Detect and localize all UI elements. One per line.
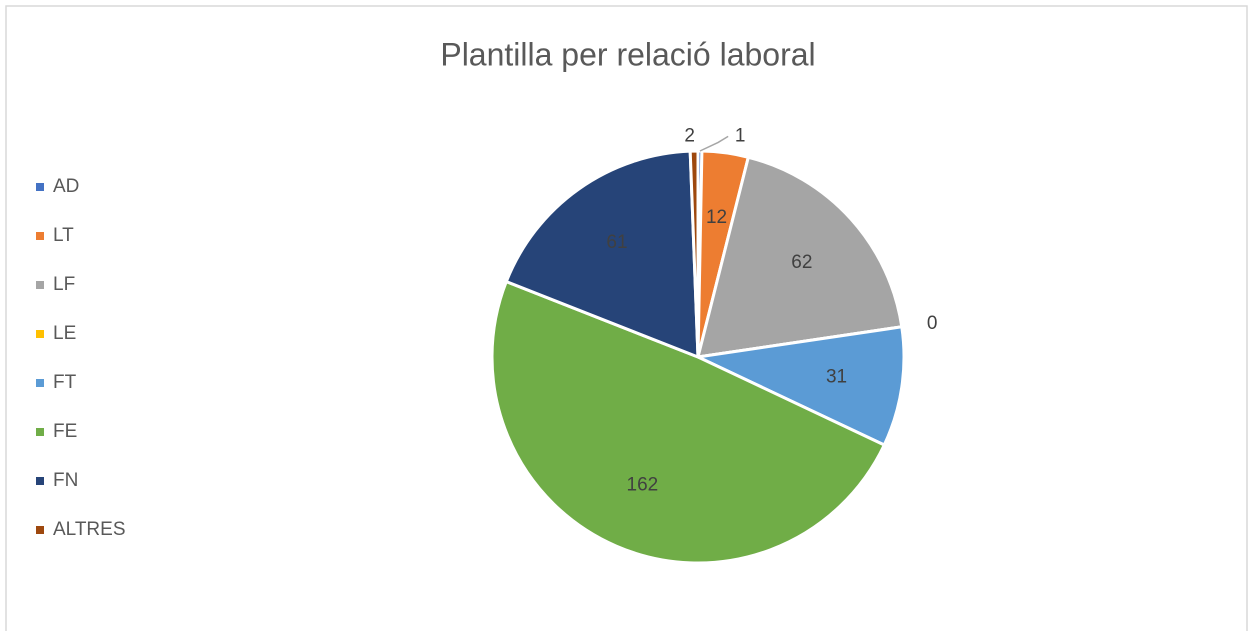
data-label: 1 [735,125,746,146]
legend-swatch [36,477,44,485]
data-label: 61 [606,232,627,253]
legend-label: FN [53,470,78,491]
legend-swatch [36,428,44,436]
pie-slice [490,279,887,565]
data-label: 12 [706,207,727,228]
legend-swatch [36,526,44,534]
data-label: 0 [927,313,938,334]
data-label: 162 [627,475,659,496]
legend-label: LE [53,323,76,344]
leader-line [699,135,729,152]
legend-label: AD [53,176,79,197]
legend-label: LF [53,274,75,295]
legend-swatch [36,281,44,289]
legend-swatch [36,330,44,338]
data-label: 31 [826,367,847,388]
data-label: 62 [791,252,812,273]
legend-label: FE [53,421,77,442]
legend-swatch [36,232,44,240]
data-label: 2 [684,125,695,146]
pie-slice [692,325,906,447]
pie-slice [688,149,700,358]
legend-label: LT [53,225,74,246]
legend-label: ALTRES [53,519,126,540]
chart-title: Plantilla per relació laboral [440,36,815,72]
legend-swatch [36,379,44,387]
pie-slice [504,149,700,360]
legend-label: FT [53,372,77,393]
legend-swatch [36,183,44,191]
pie-slice [695,155,904,359]
